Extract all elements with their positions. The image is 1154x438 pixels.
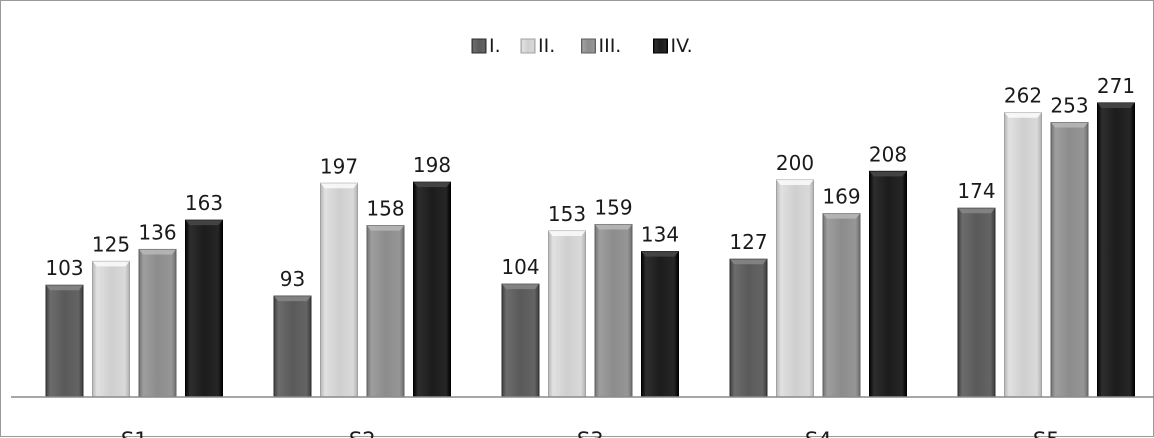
bars	[45, 102, 1135, 398]
bar-s5-series-iv	[1097, 102, 1135, 398]
data-label-s4-series-iii: 169	[822, 185, 860, 209]
data-label-s2-series-iii: 158	[366, 197, 404, 221]
data-label-s4-series-iv: 208	[869, 142, 907, 166]
data-label-s5-series-iv: 271	[1097, 74, 1135, 98]
bar-top-bevel	[92, 261, 130, 267]
data-label-s5-series-i: 174	[957, 179, 995, 203]
x-tick-label-s2: S2	[349, 428, 376, 438]
data-label-s4-series-ii: 200	[776, 151, 814, 175]
bar-top-bevel	[320, 183, 358, 189]
bar-top-bevel	[869, 171, 907, 177]
legend-label-series-iii: III.	[599, 35, 622, 57]
bar-s4-series-iv	[869, 170, 907, 398]
bar-top-bevel	[1004, 112, 1042, 118]
data-label-s3-series-iii: 159	[594, 195, 632, 219]
bar-s2-series-ii	[320, 182, 358, 398]
bar-s5-series-iii	[1050, 121, 1089, 398]
bar-top-bevel	[776, 180, 814, 185]
bar-s4-series-ii	[776, 179, 814, 398]
x-axis: S1 S2 S3 S4 S5	[121, 428, 1060, 438]
data-label-s5-series-ii: 262	[1004, 84, 1042, 108]
bar-s5-series-i	[957, 207, 996, 398]
data-label-s2-series-ii: 197	[320, 154, 358, 178]
bar-top-bevel	[139, 249, 176, 255]
bar-top-bevel	[958, 208, 995, 214]
data-label-s3-series-iv: 134	[641, 223, 679, 247]
bar-s2-series-i	[273, 295, 312, 398]
bar-top-bevel	[548, 230, 586, 236]
bar-s3-series-iv	[641, 251, 679, 398]
data-label-s5-series-iii: 253	[1050, 93, 1088, 117]
bar-top-bevel	[274, 296, 311, 302]
bar-s1-series-ii	[92, 260, 130, 398]
data-label-s2-series-i: 93	[280, 267, 305, 291]
data-label-s2-series-iv: 198	[413, 153, 451, 177]
x-tick-label-s4: S4	[805, 428, 832, 438]
bar-s1-series-iii	[138, 248, 177, 398]
legend: I. II. III. IV.	[471, 35, 693, 57]
bar-top-bevel	[730, 259, 767, 265]
bar-s2-series-iii	[366, 225, 405, 398]
bar-s3-series-ii	[548, 230, 586, 398]
bar-s1-series-i	[45, 284, 84, 398]
bar-top-bevel	[1097, 102, 1135, 108]
bar-s5-series-ii	[1004, 112, 1042, 398]
bar-top-bevel	[823, 213, 860, 219]
data-label-s1-series-ii: 125	[92, 232, 130, 256]
bar-s2-series-iv	[413, 181, 451, 398]
x-tick-label-s5: S5	[1033, 428, 1060, 438]
bar-s3-series-iii	[594, 223, 633, 398]
bar-top-bevel	[641, 251, 679, 257]
bar-top-bevel	[367, 225, 404, 231]
bar-top-bevel	[185, 220, 223, 226]
data-label-s1-series-iii: 136	[138, 220, 176, 244]
legend-swatch-series-i	[471, 38, 487, 54]
legend-label-series-i: I.	[489, 35, 501, 57]
legend-label-series-ii: II.	[538, 35, 555, 57]
bar-top-bevel	[413, 182, 451, 188]
legend-swatch-series-iv	[653, 38, 668, 54]
bar-top-bevel	[595, 224, 632, 230]
legend-swatch-series-iii	[581, 38, 596, 54]
bar-top-bevel	[46, 285, 83, 291]
legend-label-series-iv: IV.	[671, 35, 693, 57]
bar-s4-series-i	[729, 258, 768, 398]
bar-s4-series-iii	[822, 213, 861, 398]
legend-swatch-series-ii	[520, 38, 536, 54]
x-tick-label-s1: S1	[121, 428, 148, 438]
data-label-s1-series-iv: 163	[185, 191, 223, 215]
data-label-s3-series-ii: 153	[548, 202, 586, 226]
data-label-s3-series-i: 104	[501, 255, 539, 279]
x-tick-label-s3: S3	[577, 428, 604, 438]
bar-s3-series-i	[501, 283, 540, 398]
data-label-s1-series-i: 103	[45, 256, 83, 280]
bar-top-bevel	[502, 284, 539, 290]
bar-top-bevel	[1051, 122, 1088, 128]
bar-s1-series-iv	[185, 219, 223, 398]
data-label-s4-series-i: 127	[729, 230, 767, 254]
data-labels: 103 125 136 163 93 197 158 198 104 153 159 134 127 20…	[45, 74, 1135, 291]
